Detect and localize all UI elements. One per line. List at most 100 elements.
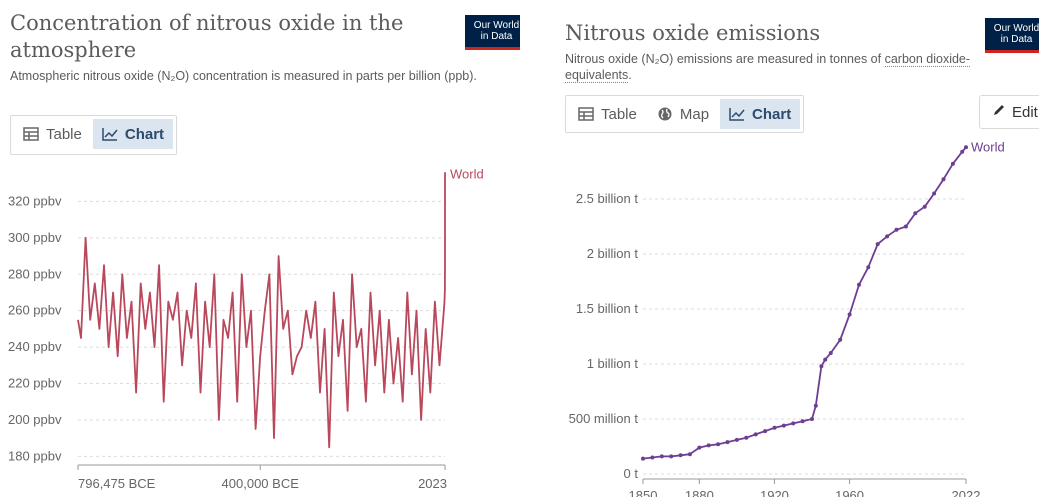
data-point xyxy=(706,443,711,448)
owid-logo[interactable]: Our World in Data xyxy=(985,18,1039,53)
pencil-icon xyxy=(992,103,1006,121)
y-tick-label: 1.5 billion t xyxy=(576,301,639,316)
data-point xyxy=(838,337,843,342)
x-tick-label: 1920 xyxy=(760,488,789,497)
logo-line-1: Our World xyxy=(993,23,1039,34)
data-point xyxy=(744,435,749,440)
data-point xyxy=(875,242,880,247)
edit-button[interactable]: Edit xyxy=(979,95,1039,129)
x-tick-label: 400,000 BCE xyxy=(222,476,300,491)
tab-chart[interactable]: Chart xyxy=(92,119,174,149)
series-label-world: World xyxy=(971,139,1005,154)
series-line-world xyxy=(642,146,967,460)
tab-map-label: Map xyxy=(679,105,710,123)
y-tick-label: 1 billion t xyxy=(587,356,639,371)
logo-line-2: in Data xyxy=(480,31,513,42)
data-point xyxy=(753,432,758,437)
data-point xyxy=(813,403,818,408)
data-point xyxy=(659,454,664,459)
view-tabs: Table Chart xyxy=(10,115,178,155)
data-point xyxy=(810,417,814,421)
chart-subtitle: Nitrous oxide (N₂O) emissions are measur… xyxy=(565,51,975,83)
x-tick-label: 1960 xyxy=(835,488,864,497)
tab-table[interactable]: Table xyxy=(569,99,646,129)
y-tick-label: 320 ppbv xyxy=(8,193,62,208)
logo-line-1: Our World xyxy=(473,20,520,31)
tab-table-label: Table xyxy=(46,125,82,143)
data-point xyxy=(964,145,968,150)
data-point xyxy=(828,351,833,355)
panel-nitrous-oxide-concentration: Concentration of nitrous oxide in the at… xyxy=(8,11,520,491)
x-tick-label: 796,475 BCE xyxy=(78,476,156,491)
data-point xyxy=(823,357,828,362)
data-point xyxy=(866,265,871,270)
data-point xyxy=(903,224,908,229)
tab-chart-label: Chart xyxy=(752,105,792,123)
data-point xyxy=(697,445,702,450)
y-tick-label: 300 ppbv xyxy=(8,230,62,245)
data-point xyxy=(857,282,861,287)
data-point xyxy=(772,425,777,430)
data-point xyxy=(885,234,890,239)
data-point xyxy=(678,453,683,458)
y-tick-label: 500 million t xyxy=(569,411,639,426)
emissions-line-chart: 0 t 500 million t 1 billion t 1.5 billion t… xyxy=(569,139,1005,497)
data-point xyxy=(913,211,918,216)
view-tabs: Table Map Chart xyxy=(565,95,805,133)
co2-equivalents-link[interactable]: carbon dioxide-equivalents xyxy=(565,52,971,83)
concentration-line-chart: 180 ppbv 200 ppbv 220 ppbv 240 ppbv 260 ppbv… xyxy=(8,166,484,491)
x-tick-label: 2022 xyxy=(952,488,981,497)
data-point xyxy=(781,423,786,428)
y-tick-label: 240 ppbv xyxy=(8,339,62,354)
chart-title: Concentration of nitrous oxide in the at… xyxy=(10,11,404,62)
line-chart-icon xyxy=(102,127,118,141)
tab-chart-label: Chart xyxy=(124,125,165,143)
y-tick-label: 2.5 billion t xyxy=(576,191,639,206)
y-tick-label: 280 ppbv xyxy=(8,266,62,281)
edit-button-label: Edit xyxy=(1012,103,1038,121)
chart-title: Nitrous oxide emissions xyxy=(565,21,821,45)
subtitle-period: . xyxy=(628,68,632,82)
tab-map[interactable]: Map xyxy=(648,99,718,129)
data-point xyxy=(847,312,852,317)
data-point xyxy=(725,440,730,445)
data-point xyxy=(941,177,946,182)
data-point xyxy=(894,227,899,232)
owid-logo[interactable]: Our World in Data xyxy=(465,15,520,50)
y-tick-label: 180 ppbv xyxy=(8,448,62,463)
data-point xyxy=(641,456,645,461)
logo-line-2: in Data xyxy=(1000,34,1033,45)
table-icon xyxy=(578,107,594,121)
globe-icon xyxy=(657,106,673,122)
x-tick-label: 1850 xyxy=(629,488,658,497)
subtitle-text: Nitrous oxide (N₂O) emissions are measur… xyxy=(565,52,885,66)
data-point xyxy=(922,204,927,209)
data-point xyxy=(763,429,768,434)
data-point xyxy=(687,452,692,457)
data-point xyxy=(669,454,674,459)
tab-table-label: Table xyxy=(601,105,637,123)
y-tick-label: 200 ppbv xyxy=(8,412,62,427)
data-point xyxy=(734,437,739,442)
x-tick-label: 2023 xyxy=(418,476,447,491)
y-tick-label: 0 t xyxy=(624,466,639,481)
data-point xyxy=(950,161,955,166)
tab-table[interactable]: Table xyxy=(14,119,91,149)
tab-chart[interactable]: Chart xyxy=(720,99,801,129)
series-line-world xyxy=(77,172,446,449)
data-point xyxy=(650,455,655,460)
data-point xyxy=(800,419,805,424)
y-tick-label: 260 ppbv xyxy=(8,303,62,318)
data-point xyxy=(960,149,965,154)
data-point xyxy=(819,364,824,369)
line-chart-icon xyxy=(729,107,745,121)
series-label-world: World xyxy=(450,166,484,181)
table-icon xyxy=(23,127,39,141)
y-tick-label: 2 billion t xyxy=(587,246,639,261)
y-tick-label: 220 ppbv xyxy=(8,376,62,391)
x-tick-label: 1880 xyxy=(685,488,714,497)
data-point xyxy=(932,191,937,196)
data-point xyxy=(791,421,796,426)
data-point xyxy=(716,442,721,447)
panel-nitrous-oxide-emissions: Nitrous oxide emissions Our World in Dat… xyxy=(555,0,1039,497)
